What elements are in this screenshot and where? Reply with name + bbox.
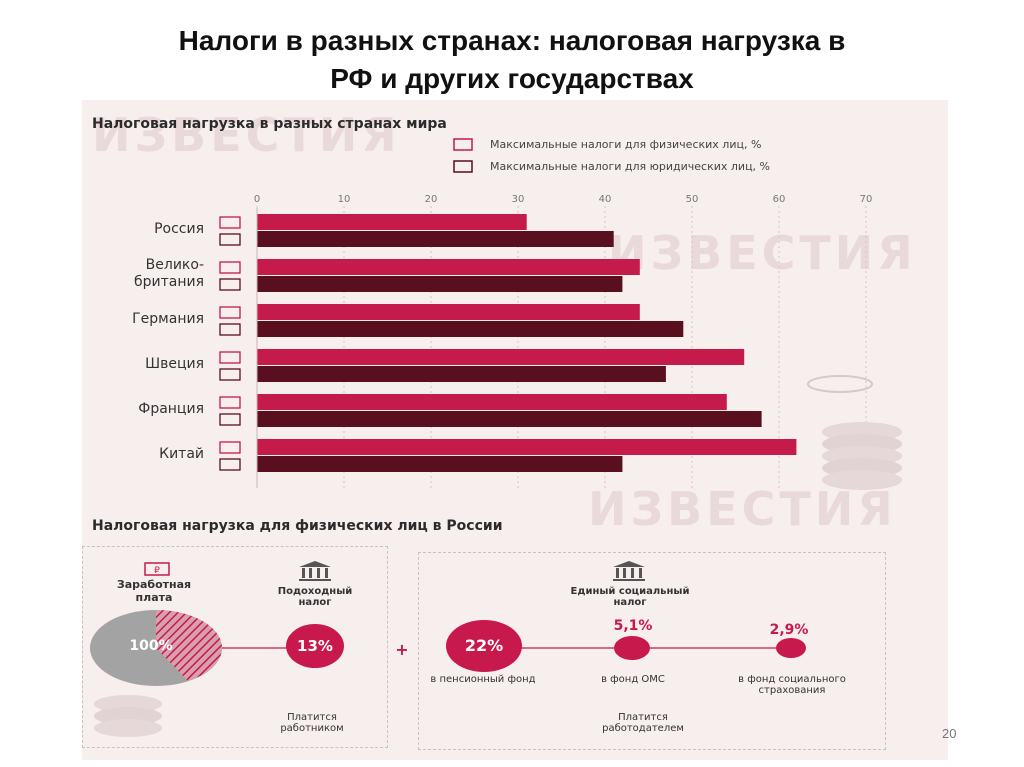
legend-icon [219,323,241,336]
employee-box [82,546,388,748]
legend-label: Максимальные налоги для физических лиц, … [490,138,761,151]
bank-icon [299,561,331,581]
pension-circle: 22% [446,620,522,672]
social-tax-label: Единый социальный налог [570,586,690,608]
paid-by-employer: Платится работодателем [602,712,684,734]
chart-title: Налоговая нагрузка в разных странах мира [92,116,447,132]
coins-decoration [807,375,902,490]
legend-icon [219,441,241,454]
bar [257,411,762,427]
pension-label: в пенсионный фонд [430,674,536,685]
legend-icon [219,396,241,409]
bar [257,231,614,247]
category-label: Велико-британия [134,257,204,290]
coins-decoration [94,695,162,737]
bar [257,214,527,230]
bar [257,349,745,365]
oms-value: 5,1% [613,618,653,634]
category-label: Китай [159,446,204,462]
x-tick-label: 10 [338,194,351,205]
bank-icon [613,561,645,581]
x-tick-label: 0 [254,194,260,205]
legend-icon [219,368,241,381]
bar [257,456,623,472]
category-label: Швеция [145,356,204,372]
legend-icon [219,261,241,274]
social-label: в фонд социального страхования [738,674,846,696]
bar-chart: Максимальные налоги для физических лиц, … [132,138,873,488]
social-connector [502,647,802,649]
slide-title-line-1: Налоги в разных странах: налоговая нагру… [178,25,846,56]
x-tick-label: 20 [425,194,438,205]
bar [257,259,640,275]
watermark: ИЗВЕСТИЯ [588,482,897,536]
slide-title-line-2: РФ и других государствах [330,63,694,94]
bar [257,394,727,410]
category-label: Россия [154,221,204,237]
bar [257,366,666,382]
legend-icon [453,138,473,151]
paid-by-employee: Платится работником [280,712,344,734]
slide-title: Налоги в разных странах: налоговая нагру… [0,22,1024,98]
x-tick-label: 30 [512,194,525,205]
oms-circle [614,636,650,660]
legend-icon [219,216,241,229]
bar [257,276,623,292]
legend-icon [219,306,241,319]
legend-icon [219,278,241,291]
x-tick-label: 60 [773,194,786,205]
svg-text:₽: ₽ [154,566,160,576]
legend-icon [219,233,241,246]
watermark: ИЗВЕСТИЯ [608,226,917,280]
salary-label: Заработная плата [116,578,192,604]
legend-icon [219,413,241,426]
salary-pie [90,610,222,686]
bar [257,321,684,337]
legend-icon [453,160,473,173]
page-number: 20 [942,726,957,741]
category-label: Германия [132,311,204,327]
legend-icon [219,351,241,364]
income-tax-value: 13% [297,637,333,655]
bar [257,439,797,455]
ruble-bill-icon: ₽ [144,562,170,576]
x-tick-label: 50 [686,194,699,205]
salary-value: 100% [129,638,173,654]
legend-label: Максимальные налоги для юридических лиц,… [490,160,770,173]
x-tick-label: 70 [860,194,873,205]
plus-sign: + [395,640,409,659]
infographic: ИЗВЕСТИЯ ИЗВЕСТИЯ ИЗВЕСТИЯ Налоговая наг… [82,100,948,760]
employer-box [418,552,886,750]
oms-label: в фонд ОМС [601,674,665,685]
income-tax-circle: 13% [286,624,344,668]
bar [257,304,640,320]
category-label: Франция [138,401,204,417]
section-title-russia: Налоговая нагрузка для физических лиц в … [92,518,503,534]
social-value: 2,9% [769,622,809,638]
legend-icon [219,458,241,471]
income-tax-label: Подоходный налог [277,586,353,608]
social-circle [776,638,806,658]
x-tick-label: 40 [599,194,612,205]
watermark: ИЗВЕСТИЯ [92,108,401,162]
pension-value: 22% [464,636,504,655]
